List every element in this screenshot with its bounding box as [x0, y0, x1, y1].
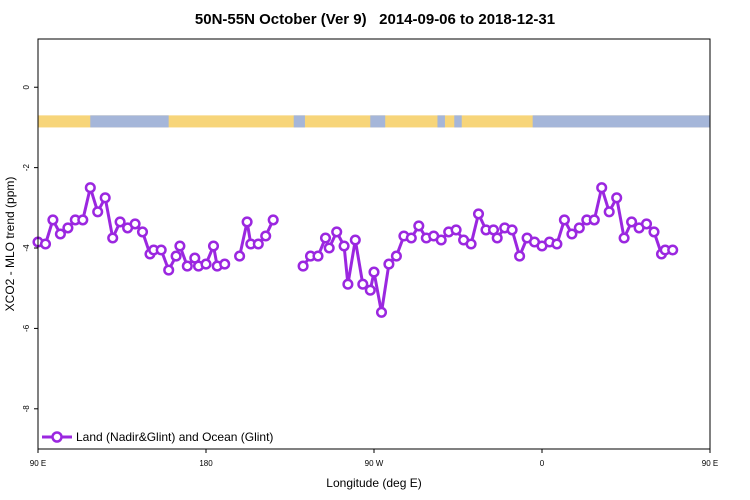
data-point [155, 244, 167, 256]
data-point [260, 230, 272, 242]
data-point [54, 228, 66, 240]
data-point [114, 216, 126, 228]
ocean-band [454, 115, 462, 128]
data-point [450, 224, 462, 236]
data-point [667, 244, 679, 256]
data-point [129, 218, 141, 230]
data-point [603, 206, 615, 218]
data-point [319, 232, 332, 244]
data-point [640, 218, 653, 230]
data-point [77, 214, 89, 226]
data-point [465, 238, 477, 250]
data-point [514, 250, 526, 262]
data-point [84, 182, 96, 194]
y-tick-label: 0 [22, 84, 31, 89]
data-point [551, 238, 563, 250]
data-point [163, 264, 175, 276]
x-tick-label: 0 [540, 459, 545, 468]
data-point [200, 258, 212, 270]
data-point [364, 284, 376, 296]
data-point [596, 182, 608, 194]
data-point [390, 250, 402, 262]
data-point [99, 192, 111, 204]
data-point [566, 228, 578, 240]
data-point [252, 238, 264, 250]
data-point [92, 206, 104, 218]
data-point [170, 250, 182, 262]
data-point [357, 278, 369, 290]
data-point [611, 192, 623, 204]
data-point [342, 278, 354, 290]
data-point [349, 234, 361, 246]
data-point [174, 240, 186, 252]
data-point [472, 208, 485, 220]
data-point [219, 258, 231, 270]
data-point [506, 224, 518, 236]
y-axis-label: XCO2 - MLO trend (ppm) [3, 177, 17, 312]
data-point [618, 232, 630, 244]
series-group [32, 182, 679, 318]
data-point [241, 216, 253, 228]
data-point [312, 250, 324, 262]
y-tick-label: -4 [22, 244, 31, 252]
data-point [405, 232, 417, 244]
chart-title: 50N-55N October (Ver 9) 2014-09-06 to 20… [195, 11, 555, 28]
legend-marker [51, 431, 63, 443]
data-point [368, 266, 380, 278]
axis-ticks: 90 E 180 90 W 0 90 E 0 -2 -4 -6 -8 [22, 84, 718, 468]
x-tick-label: 90 E [30, 459, 46, 468]
data-point [588, 214, 600, 226]
data-point [297, 260, 309, 272]
y-tick-label: -6 [22, 324, 31, 332]
x-tick-label: 180 [199, 459, 213, 468]
x-tick-label: 90 E [702, 459, 718, 468]
land-ocean-strip [38, 115, 710, 128]
data-point [338, 240, 350, 252]
data-point [234, 250, 246, 262]
data-point [62, 222, 74, 234]
x-tick-label: 90 W [365, 459, 384, 468]
plot-frame [37, 38, 711, 450]
data-point [648, 226, 660, 238]
ocean-band [90, 115, 169, 128]
data-point [491, 232, 503, 244]
data-point [383, 258, 395, 270]
legend: Land (Nadir&Glint) and Ocean (Glint) [42, 430, 273, 444]
y-tick-label: -2 [22, 164, 31, 172]
data-point [573, 222, 585, 234]
x-axis-label: Longitude (deg E) [326, 476, 421, 490]
ocean-band [370, 115, 386, 128]
data-point [558, 214, 570, 226]
ocean-band [293, 115, 305, 128]
data-point [267, 214, 279, 226]
data-point [626, 216, 638, 228]
data-point [207, 240, 220, 252]
ocean-band [437, 115, 445, 128]
legend-label: Land (Nadir&Glint) and Ocean (Glint) [76, 430, 273, 444]
data-point [47, 214, 59, 226]
data-point [323, 242, 335, 254]
data-point [181, 260, 193, 272]
data-point [136, 226, 149, 238]
data-point [413, 220, 425, 232]
series-line [301, 186, 673, 314]
y-tick-label: -8 [22, 405, 31, 413]
data-point [375, 306, 388, 318]
data-point [435, 234, 447, 246]
ocean-band [532, 115, 710, 128]
data-point [39, 238, 52, 250]
data-point [331, 226, 343, 238]
data-point [107, 232, 119, 244]
